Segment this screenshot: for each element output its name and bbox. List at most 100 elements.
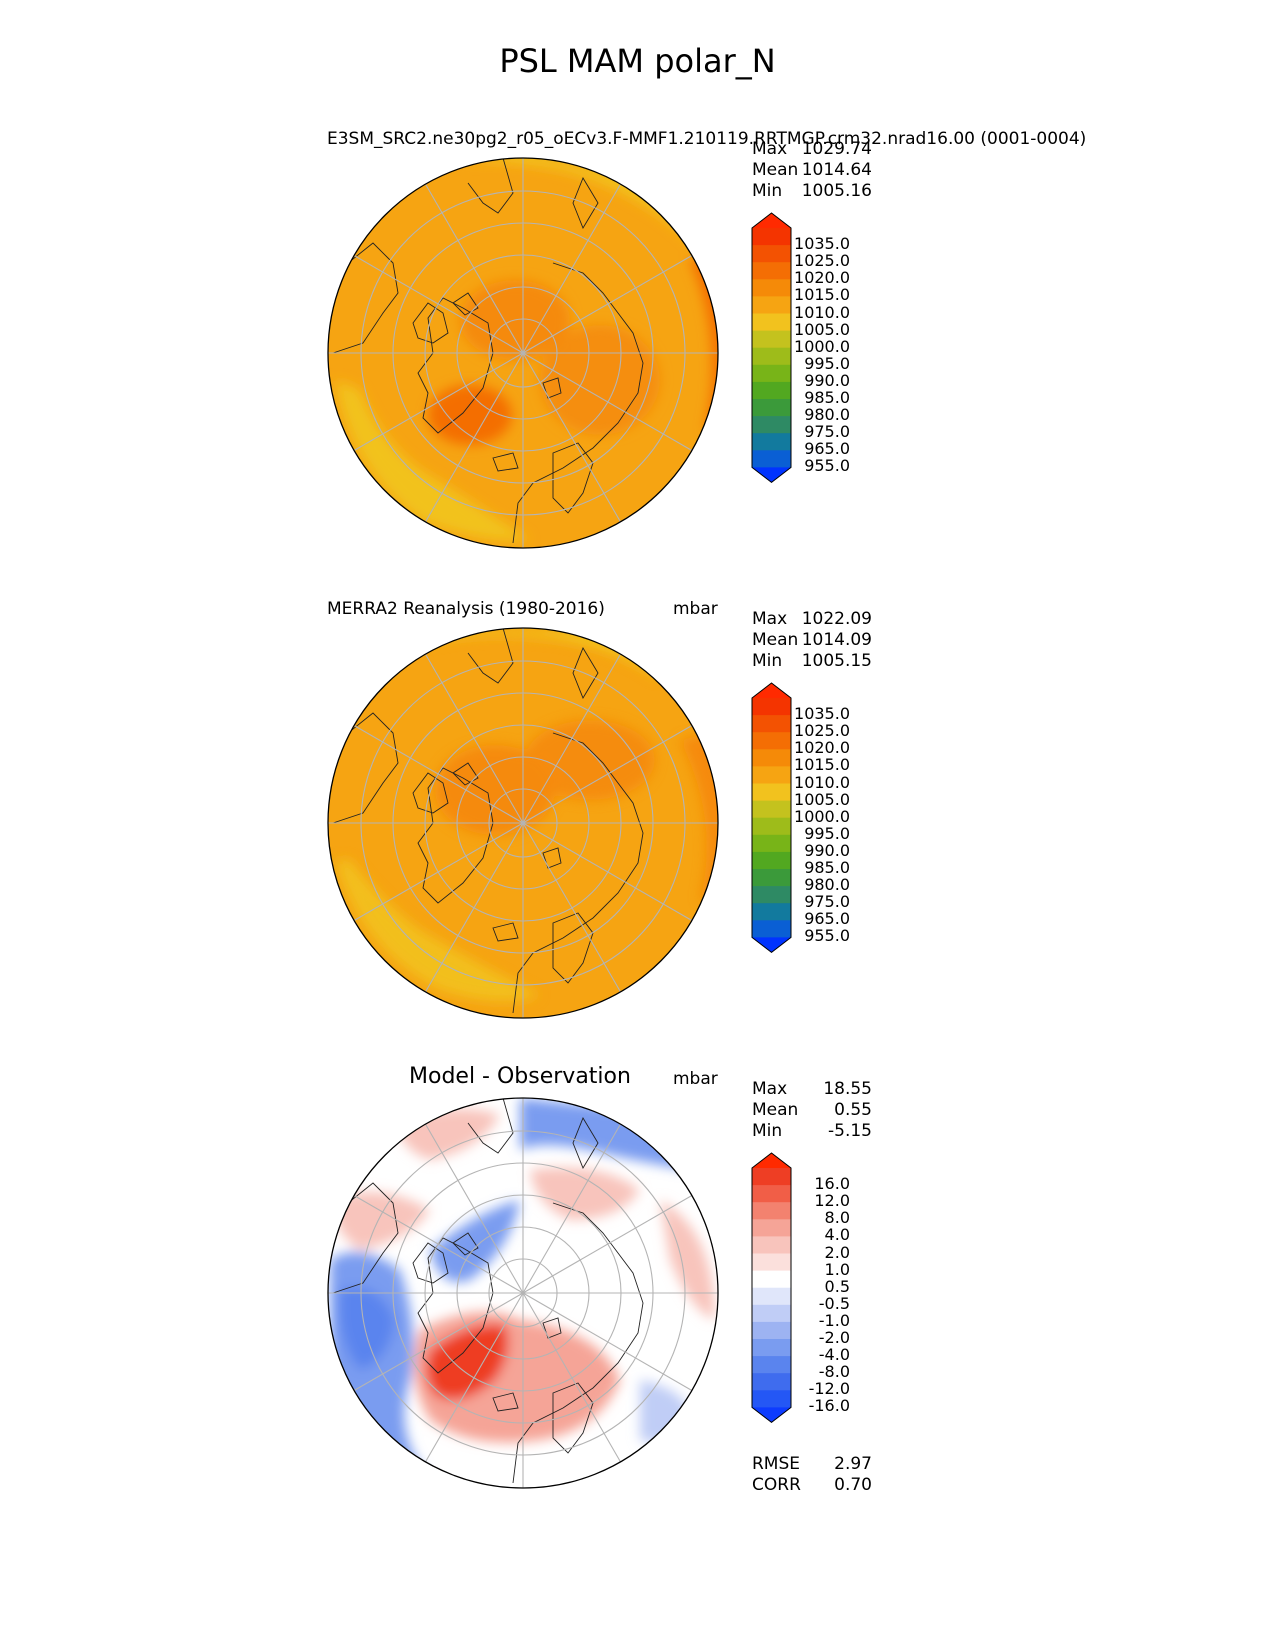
panel2-high-siberia: [525, 720, 655, 800]
panel2-colorbar-tick-label: 1015.0: [794, 755, 850, 775]
panel3-max-label: Max: [752, 1079, 788, 1099]
panel1-colorbar-segment: [752, 296, 791, 314]
panel1-coastline: [412, 292, 479, 344]
panel2-colorbar-segment: [752, 817, 791, 836]
panel1-colorbar-tick-label: 985.0: [804, 388, 850, 407]
panel1-mean-value: 1014.64: [801, 160, 872, 180]
panel1-colorbar-segment: [752, 433, 791, 451]
panel3-colorbar-segment: [752, 1304, 791, 1323]
panel3-coastline: [572, 1116, 599, 1170]
panel2-title-left: MERRA2 Reanalysis (1980-2016): [327, 599, 605, 619]
panel1-colorbar-segment: [752, 381, 791, 400]
panel3-colorbar-segment: [752, 1287, 791, 1306]
panel2-colorbar-segment: [752, 920, 791, 938]
panel3-colorbar-segment: [752, 1202, 791, 1220]
panel1-meridian: [353, 255, 524, 354]
panel1-colorbar-extend-min: [752, 467, 791, 483]
panel3-map-border: [327, 1097, 719, 1489]
panel1-mean-label: Mean: [752, 160, 799, 180]
panel3-colorbar-tick-label: 2.0: [824, 1242, 850, 1262]
panel2-min-value: 1005.15: [801, 651, 872, 671]
panel2-map-border: [327, 627, 719, 1019]
panel2-coastline: [552, 912, 594, 984]
panel1-colorbar-segment: [752, 450, 791, 468]
panel3-colorbar-tick-label: -1.0: [818, 1310, 850, 1330]
panel1-colorbar-segment: [752, 347, 791, 366]
panel1-min-label: Min: [752, 181, 783, 201]
panel2-map: [328, 628, 718, 1018]
panel3-meridian: [425, 1292, 524, 1463]
panel1-colorbar-outline: [751, 212, 792, 484]
panel1-min-value: 1005.16: [801, 181, 872, 201]
panel1-max-value: 1029.74: [801, 139, 872, 159]
panel3-meridian: [353, 1195, 524, 1294]
panel2-colorbar-tick-label: 995.0: [804, 823, 850, 843]
panel2-meridian: [425, 653, 524, 824]
panel2-colorbar-tick-label: 955.0: [804, 926, 850, 946]
panel3-colorbar-segment: [752, 1321, 791, 1340]
panel1-title-left: E3SM_SRC2.ne30pg2_r05_oECv3.F-MMF1.21011…: [327, 129, 1087, 149]
panel3-coastline: [412, 1232, 479, 1284]
panel2-mean-value: 1014.09: [801, 630, 872, 650]
figure-title: PSL MAM polar_N: [499, 42, 776, 80]
panel2-colorbar-segment: [752, 851, 791, 870]
panel3-colorbar-segment: [752, 1339, 791, 1357]
panel2-colorbar-tick-label: 1035.0: [794, 704, 850, 724]
panel3-colorbar-tick-label: 16.0: [814, 1174, 850, 1194]
panel2-colorbar-segment: [752, 886, 791, 904]
panel3-colorbar-tick-label: 12.0: [814, 1191, 850, 1211]
panel3-meridian: [522, 1195, 693, 1294]
panel3-colorbar-segment: [752, 1236, 791, 1254]
panel2-colorbar-segment: [752, 834, 791, 853]
panel1-colorbar-tick-label: 1025.0: [794, 251, 850, 271]
panel2-meridian: [353, 725, 524, 824]
panel1-colorbar-segment: [752, 245, 791, 263]
panel1-colorbar-tick-label: 1015.0: [794, 285, 850, 305]
panel1-meridian: [522, 352, 621, 523]
panel2-coastline: [572, 646, 599, 700]
panel2-colorbar-segment: [752, 749, 791, 767]
panel1-coastline: [467, 158, 514, 214]
panel3-graticule: [328, 1098, 718, 1488]
panel3-colorbar-segment: [752, 1185, 791, 1203]
panel2-colorbar-tick-label: 975.0: [804, 892, 850, 912]
panel3-positive-arctic: [530, 1167, 640, 1220]
panel1-colorbar-tick-label: 965.0: [804, 439, 850, 459]
panel3-negative-canada: [430, 1200, 520, 1282]
panel2-meridian: [522, 822, 693, 921]
panel1-colorbar-extend-max: [752, 213, 791, 228]
panel1-map-border: [327, 157, 719, 549]
panel1-meridian: [522, 255, 693, 354]
panel1-max-label: Max: [752, 139, 788, 159]
panel3-meridian: [522, 1123, 621, 1294]
panel2-colorbar-extend-max: [752, 683, 791, 698]
panel1-colorbar-segment: [752, 416, 791, 434]
panel1-high-greenland: [428, 385, 512, 445]
panel3-colorbar-segment: [752, 1390, 791, 1408]
panel1-meridian: [353, 352, 524, 451]
panel2-meridian: [522, 725, 693, 824]
panel1-coastline: [572, 176, 599, 230]
panel3-corr-label: CORR: [752, 1475, 801, 1495]
panel1-colorbar-tick-label: 1000.0: [794, 336, 850, 356]
panel3-colorbar-tick-label: -8.0: [818, 1362, 850, 1382]
panel2-coastline: [467, 628, 514, 684]
panel2-low-pressure-southwest: [335, 860, 540, 1002]
panel3-meridian: [353, 1292, 524, 1391]
panel3-colorbar-tick-label: -2.0: [818, 1328, 850, 1347]
panel3-positive-east: [660, 1200, 715, 1320]
panel2-colorbar-segment: [752, 715, 791, 733]
panel2-colorbar-tick-label: 1000.0: [794, 806, 850, 826]
panel1-colorbar-segment: [752, 313, 791, 332]
panel2-colorbar-segment: [752, 800, 791, 819]
panel3-colorbar-segment: [752, 1219, 791, 1237]
panel2-max-label: Max: [752, 609, 788, 629]
panel3-positive-northwest: [330, 1192, 430, 1250]
panel3-rmse-value: 2.97: [834, 1454, 872, 1474]
panel2-colorbar-tick-label: 980.0: [804, 875, 850, 895]
panel3-negative-atlantic-core: [339, 1288, 395, 1370]
panel2-low-pressure-north: [400, 630, 660, 680]
panel2-colorbar-tick-label: 1025.0: [794, 721, 850, 741]
panel1-colorbar-tick-label: 995.0: [804, 353, 850, 373]
